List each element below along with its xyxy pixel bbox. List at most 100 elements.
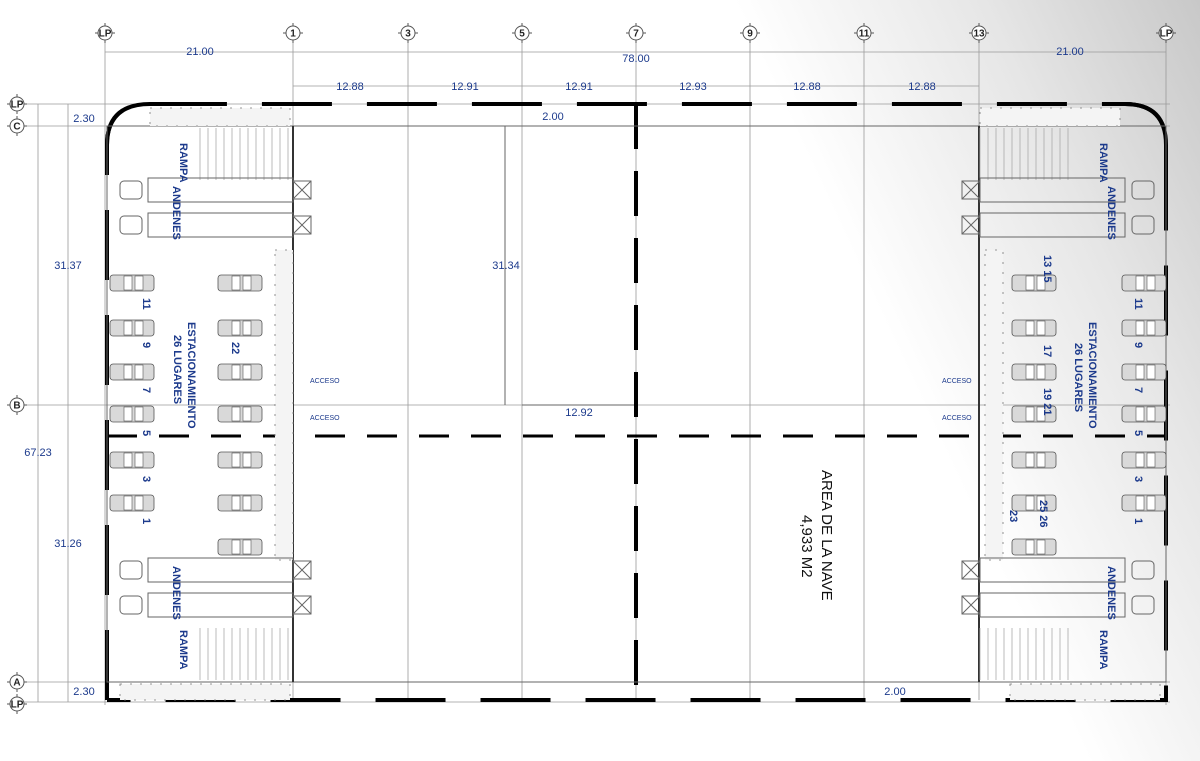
grid-bubble: LP xyxy=(7,694,27,714)
truck-icon xyxy=(119,560,143,580)
truck-icon xyxy=(1131,215,1155,235)
label-ramp-tl: RAMPA xyxy=(177,143,189,183)
plan-linework xyxy=(10,40,1170,705)
car-icon xyxy=(109,274,155,292)
grid-label: LP xyxy=(99,29,112,40)
grid-bubble: 13 xyxy=(969,23,989,43)
label-access-4: ACCESO xyxy=(942,415,972,422)
dock-leveler-x xyxy=(292,595,312,615)
label-parking-right: ESTACIONAMIENTO xyxy=(1086,322,1098,429)
grid-label: 13 xyxy=(973,29,985,40)
label-parking-count-left: 26 LUGARES xyxy=(171,335,183,404)
grid-label: 5 xyxy=(519,29,525,40)
car-icon xyxy=(1011,538,1057,556)
car-icon xyxy=(1121,451,1167,469)
loading-dock xyxy=(147,557,294,583)
parking-number: 1 xyxy=(140,518,152,524)
dim-bay-3: 12.91 xyxy=(565,81,593,93)
parking-number: 3 xyxy=(140,476,152,482)
car-icon xyxy=(109,494,155,512)
dimensions: 21.00 78.00 21.00 12.88 12.91 12.91 12.9… xyxy=(24,46,1084,698)
grid-bubble: 1 xyxy=(283,23,303,43)
truck-icon xyxy=(1131,560,1155,580)
grid-label: C xyxy=(13,122,20,133)
car-icon xyxy=(1011,405,1057,423)
grid-bubble: A xyxy=(7,672,27,692)
parking-number: 17 xyxy=(1041,345,1053,357)
grid-bubble: LP xyxy=(1156,23,1176,43)
label-parking-count-right: 26 LUGARES xyxy=(1072,343,1084,412)
dim-bay-1: 12.88 xyxy=(336,81,364,93)
sidewalk xyxy=(149,107,291,127)
car-icon xyxy=(217,319,263,337)
dim-bay-4: 12.93 xyxy=(679,81,707,93)
grid-label: LP xyxy=(1160,29,1173,40)
label-access-2: ACCESO xyxy=(310,415,340,422)
car-icon xyxy=(1121,363,1167,381)
parking-number: 7 xyxy=(1132,387,1144,393)
loading-dock xyxy=(979,592,1126,618)
dock-leveler-x xyxy=(292,560,312,580)
car-icon xyxy=(109,363,155,381)
car-icon xyxy=(1011,363,1057,381)
car-icon xyxy=(1011,319,1057,337)
parking-number: 11 xyxy=(140,298,152,310)
parking-stalls xyxy=(109,274,1167,556)
dock-leveler xyxy=(961,215,981,235)
car-icon xyxy=(1011,274,1057,292)
sidewalk xyxy=(984,249,1004,561)
dim-left-bay: 21.00 xyxy=(186,46,214,58)
dock-leveler xyxy=(292,215,312,235)
parking-number: 5 xyxy=(140,430,152,436)
car-icon xyxy=(1121,274,1167,292)
car-icon xyxy=(217,538,263,556)
car-icon xyxy=(1011,494,1057,512)
car-icon xyxy=(109,451,155,469)
grid-label: LP xyxy=(11,100,24,111)
grid-bubble: 3 xyxy=(398,23,418,43)
dim-bay-6: 12.88 xyxy=(908,81,936,93)
car-icon xyxy=(217,274,263,292)
grid-label: LP xyxy=(11,700,24,711)
grid-bubble: C xyxy=(7,116,27,136)
parking-number: 3 xyxy=(1132,476,1144,482)
dock-leveler-x xyxy=(961,215,981,235)
label-ramp-bl: RAMPA xyxy=(177,630,189,670)
dock-leveler-x xyxy=(961,595,981,615)
parking-number: 1 xyxy=(1132,518,1144,524)
parking-number: 9 xyxy=(1132,342,1144,348)
loading-dock xyxy=(147,212,294,238)
sidewalk xyxy=(274,249,294,561)
car-icon xyxy=(217,405,263,423)
label-docks-tr: ANDENES xyxy=(1105,186,1117,240)
car-icon xyxy=(109,319,155,337)
parking-number: 13 15 xyxy=(1041,255,1053,283)
loading-dock xyxy=(147,177,294,203)
parking-number: 22 xyxy=(229,342,241,354)
dim-top-strip: 2.30 xyxy=(73,113,94,125)
dim-inner-width: 12.92 xyxy=(565,407,593,419)
grid-bubble: B xyxy=(7,395,27,415)
truck-icon xyxy=(119,595,143,615)
dock-leveler xyxy=(961,560,981,580)
dim-bottom-strip: 2.30 xyxy=(73,686,94,698)
grid-bubble: 7 xyxy=(626,23,646,43)
car-icon xyxy=(217,363,263,381)
sidewalk xyxy=(979,107,1121,127)
dim-inner-depth: 31.34 xyxy=(492,260,520,272)
dock-leveler xyxy=(292,560,312,580)
label-docks-br: ANDENES xyxy=(1105,566,1117,620)
parking-number: 25 26 xyxy=(1037,500,1049,528)
loading-dock xyxy=(979,557,1126,583)
dim-right-bay: 21.00 xyxy=(1056,46,1084,58)
grid-bubble: LP xyxy=(95,23,115,43)
car-icon xyxy=(1121,319,1167,337)
grid-label: 11 xyxy=(859,29,870,40)
label-parking-left: ESTACIONAMIENTO xyxy=(185,322,197,429)
loading-dock xyxy=(147,592,294,618)
dock-leveler xyxy=(961,595,981,615)
parking-number: 5 xyxy=(1132,430,1144,436)
dock-leveler xyxy=(961,180,981,200)
